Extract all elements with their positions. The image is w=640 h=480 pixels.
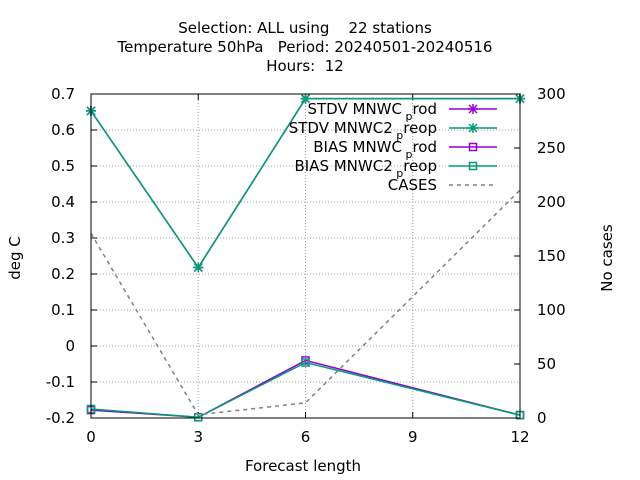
y2-tick-label: 100 xyxy=(537,301,566,319)
x-tick-label: 9 xyxy=(408,428,418,446)
data-point xyxy=(301,358,310,367)
x-tick-label: 3 xyxy=(193,428,203,446)
y-tick-label: 0 xyxy=(65,337,75,355)
y2-tick-label: 250 xyxy=(537,139,566,157)
grid xyxy=(90,93,521,419)
y2-tick-label: 50 xyxy=(537,355,556,373)
data-point xyxy=(468,123,478,133)
data-point xyxy=(193,262,204,273)
y-tick-label: 0.1 xyxy=(51,301,75,319)
y-tick-label: 0.4 xyxy=(51,193,75,211)
y-tick-label: -0.2 xyxy=(46,409,75,427)
y-tick-label: 0.2 xyxy=(51,265,75,283)
y-tick-label: 0.3 xyxy=(51,229,75,247)
y-tick-label: 0.7 xyxy=(51,85,75,103)
data-point xyxy=(300,93,311,104)
data-point xyxy=(468,161,478,171)
title-line-1: Selection: ALL using 22 stations xyxy=(178,19,432,37)
series-line xyxy=(90,361,521,419)
y-tick-label: 0.6 xyxy=(51,121,75,139)
plot-border xyxy=(90,93,521,419)
series-line xyxy=(90,189,521,416)
y-tick-label: 0.5 xyxy=(51,157,75,175)
x-tick-label: 0 xyxy=(86,428,96,446)
y2-tick-label: 200 xyxy=(537,193,566,211)
y-tick-labels: 0.7 0.6 0.5 0.4 0.3 0.2 0.1 0 -0.1 -0.2 xyxy=(46,85,75,427)
x-tick-label: 12 xyxy=(510,428,529,446)
legend-label: BIAS MNWC2 preop xyxy=(294,157,437,180)
y-axis-label: deg C xyxy=(6,236,24,280)
legend-label: STDV MNWC2 preop xyxy=(289,119,437,142)
chart-title: Selection: ALL using 22 stations Tempera… xyxy=(117,19,493,75)
x-axis-label: Forecast length xyxy=(245,457,361,475)
data-point xyxy=(468,104,478,114)
legend-label: CASES xyxy=(388,176,437,194)
y2-axis-label: No cases xyxy=(598,224,616,292)
y2-tick-label: 300 xyxy=(537,85,566,103)
legend-label: STDV MNWC prod xyxy=(308,100,438,123)
x-tick-labels: 0 3 6 9 12 xyxy=(86,428,529,446)
y-tick-label: -0.1 xyxy=(46,373,75,391)
y2-tick-label: 150 xyxy=(537,247,566,265)
x-tick-label: 6 xyxy=(301,428,311,446)
title-line-3: Hours: 12 xyxy=(266,57,344,75)
legend-label: BIAS MNWC prod xyxy=(313,138,437,161)
y2-tick-labels: 300 250 200 150 100 50 0 xyxy=(537,85,566,427)
data-point xyxy=(468,142,478,152)
y2-tick-label: 0 xyxy=(537,409,547,427)
series-line xyxy=(90,97,520,269)
title-line-2: Temperature 50hPa Period: 20240501-20240… xyxy=(117,38,493,56)
